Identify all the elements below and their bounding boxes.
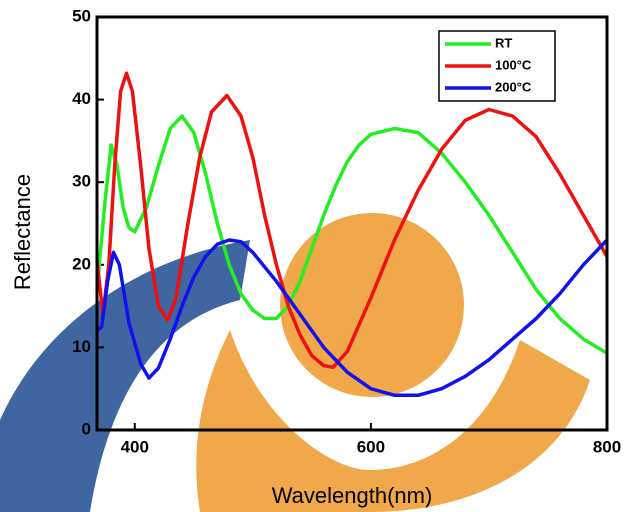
y-axis-label: Reflectance (10, 174, 35, 290)
x-axis-label: Wavelength(nm) (272, 483, 433, 508)
watermark-arc (0, 240, 250, 512)
watermark-circle (280, 213, 464, 397)
y-tick-label: 0 (82, 419, 91, 438)
y-tick-label: 30 (72, 172, 91, 191)
y-tick-label: 50 (72, 6, 91, 25)
y-tick-label: 10 (72, 337, 91, 356)
legend-label: 200°C (495, 79, 532, 94)
plot-frame (95, 15, 609, 432)
legend: RT 100°C 200°C (438, 30, 556, 102)
x-tick-label: 800 (593, 437, 621, 456)
legend-label: 100°C (495, 57, 532, 72)
series-line (95, 71, 609, 369)
legend-label: RT (495, 35, 512, 50)
series-line (95, 238, 609, 398)
watermark-band (196, 330, 590, 512)
y-tick-label: 40 (72, 89, 91, 108)
y-tick-label: 20 (72, 254, 91, 273)
x-tick-label: 600 (357, 437, 385, 456)
x-tick-label: 400 (121, 437, 149, 456)
series-line (95, 114, 608, 355)
